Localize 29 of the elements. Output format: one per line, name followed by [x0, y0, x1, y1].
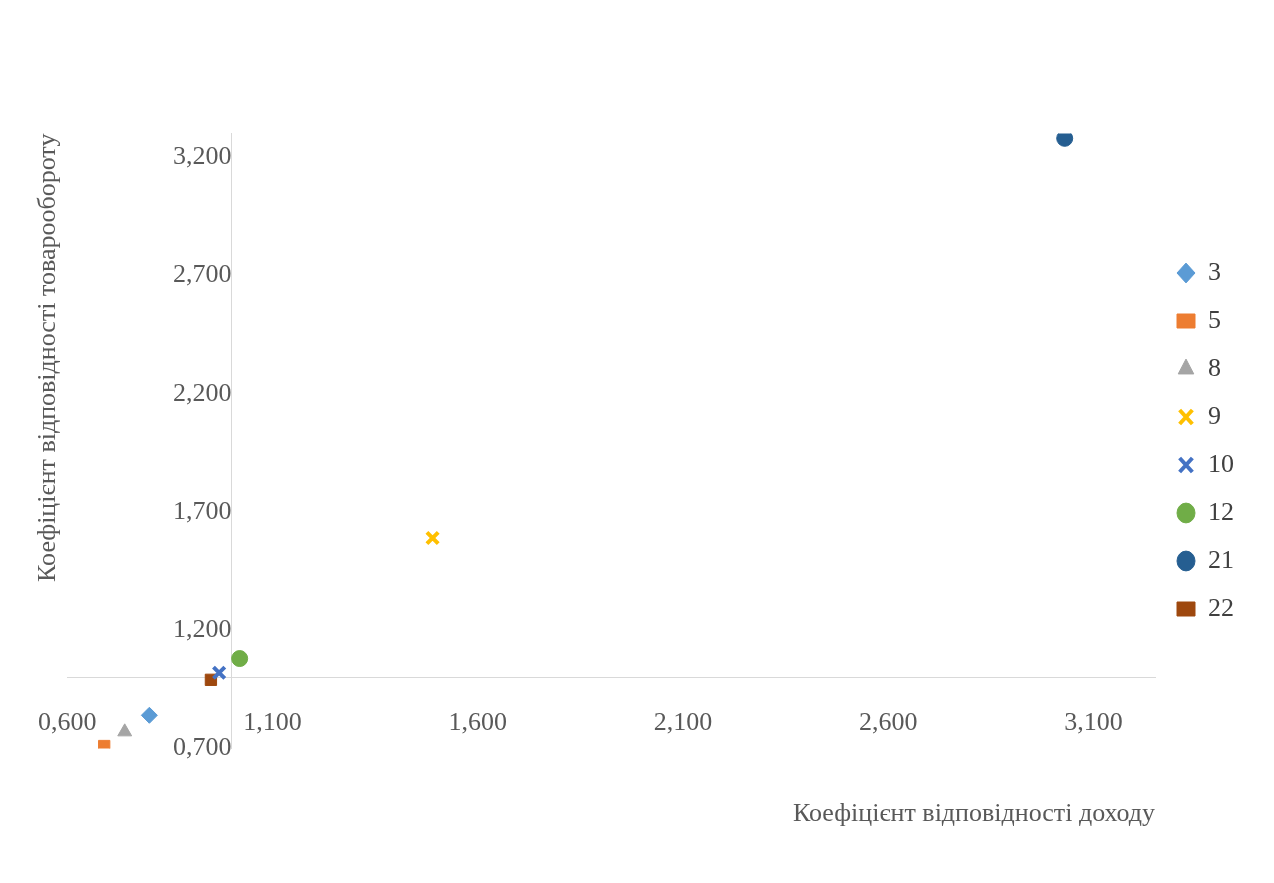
x-tick-label: 1,600	[448, 706, 507, 736]
point	[117, 723, 133, 737]
legend-label: 9	[1208, 400, 1221, 430]
point	[1056, 133, 1074, 147]
legend-label: 10	[1208, 448, 1234, 478]
x-axis-title: Коефіцієнт відповідності доходу	[793, 798, 1155, 828]
point	[231, 650, 249, 668]
legend-label: 5	[1208, 304, 1221, 334]
y-tick-label: 3,200	[172, 141, 232, 171]
y-tick-label: 2,200	[172, 377, 232, 407]
point	[98, 739, 111, 749]
point	[211, 665, 227, 681]
legend-label: 12	[1208, 496, 1234, 526]
y-tick-label: 1,700	[172, 495, 232, 525]
point	[424, 530, 441, 546]
y-axis-title: Коефіцієнт відповідності товарообороту	[31, 133, 61, 582]
x-tick-label: 2,100	[653, 706, 713, 736]
x-tick-label: 3,100	[1064, 706, 1123, 736]
x-tick-label: 0,600	[38, 706, 97, 736]
legend-label: 8	[1208, 352, 1221, 382]
legend-label: 21	[1208, 544, 1234, 574]
legend-label: 3	[1208, 256, 1221, 286]
point	[140, 706, 158, 724]
x-tick-label: 2,600	[858, 706, 918, 736]
legend-label: 22	[1208, 592, 1234, 622]
y-tick-label: 0,700	[172, 732, 232, 762]
y-tick-label: 2,700	[172, 259, 232, 289]
x-tick-label: 1,100	[243, 706, 302, 736]
y-tick-label: 1,200	[172, 614, 232, 643]
